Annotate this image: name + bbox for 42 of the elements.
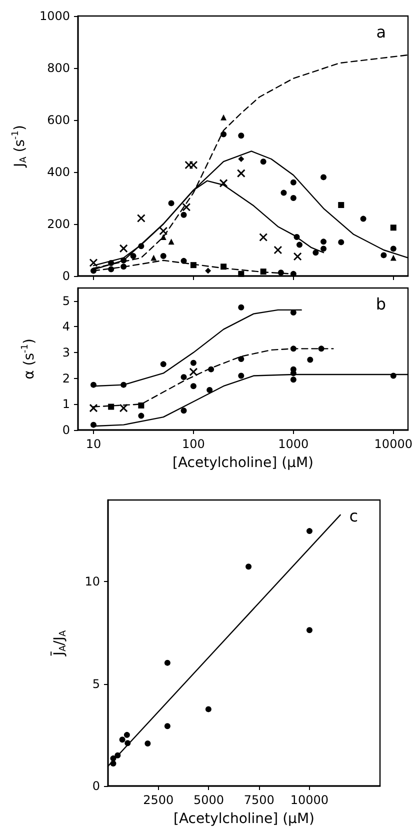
point <box>110 755 116 762</box>
y-tick-label: 600 <box>47 113 70 127</box>
x-axis-title: [Acetylcholine] (μM) <box>172 455 314 471</box>
x-axis-title: [Acetylcholine] (μM) <box>174 811 314 827</box>
point <box>205 706 212 712</box>
y-tick-label: 1 <box>62 397 70 412</box>
y-tick-label: 0 <box>62 423 70 437</box>
x-tick-label: 10000 <box>374 437 412 451</box>
x-tick-label: 10000 <box>290 793 329 807</box>
y-tick-label: 2 <box>62 371 70 386</box>
point <box>246 564 252 570</box>
point <box>164 660 170 666</box>
x-tick-label: 7500 <box>244 793 274 807</box>
point <box>119 736 126 743</box>
y-tick-label: 0 <box>62 269 70 283</box>
point <box>114 752 121 758</box>
y-tick-label: 10 <box>84 574 100 589</box>
y-tick-label: 400 <box>47 165 70 179</box>
point <box>124 732 130 738</box>
y-axis-title: J̄A/JA <box>50 630 68 657</box>
annotation: a <box>376 22 386 42</box>
point <box>306 627 312 634</box>
x-tick-label: 100 <box>182 437 205 451</box>
y-axis-title: JA (s-1) <box>11 125 30 168</box>
y-tick-label: 4 <box>62 320 70 334</box>
annotation: c <box>349 506 358 526</box>
point <box>144 740 151 747</box>
y-tick-label: 5 <box>62 294 70 308</box>
y-tick-label: 800 <box>47 61 70 75</box>
annotation: b <box>376 294 386 314</box>
point <box>124 740 131 746</box>
y-tick-label: 0 <box>92 779 100 793</box>
y-tick-label: 1000 <box>39 9 70 23</box>
x-tick-label: 5000 <box>193 793 224 807</box>
point <box>306 528 312 534</box>
point <box>164 723 170 730</box>
y-tick-label: 3 <box>62 346 70 360</box>
y-tick-label: 5 <box>92 676 100 691</box>
x-tick-label: 1000 <box>278 437 309 451</box>
y-tick-label: 200 <box>47 217 70 231</box>
x-tick-label: 2500 <box>143 793 174 807</box>
y-axis-title: α (s-1) <box>20 338 38 380</box>
